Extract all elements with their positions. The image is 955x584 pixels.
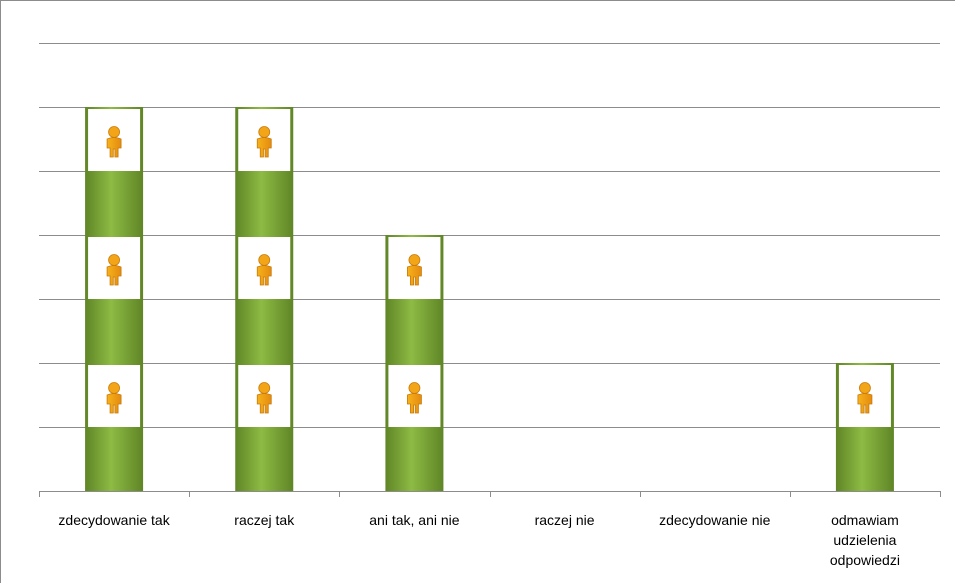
- x-tick-label: zdecydowanie tak: [58, 512, 170, 528]
- x-tick-label-line: udzielenia: [833, 532, 896, 548]
- person-body: [407, 393, 422, 414]
- person-icon: [388, 237, 441, 299]
- person-body: [407, 265, 422, 286]
- person-icon: [388, 365, 441, 427]
- x-tick-label: raczej nie: [535, 512, 595, 528]
- person-body: [106, 393, 122, 414]
- x-tick-label: raczej tak: [234, 512, 295, 528]
- person-body: [106, 137, 122, 158]
- person-head: [108, 382, 120, 394]
- x-tick-label-line: ani tak, ani nie: [369, 512, 459, 528]
- person-icon: [238, 237, 291, 299]
- person-icon: [88, 237, 141, 299]
- person-body: [256, 137, 272, 158]
- person-head: [108, 126, 120, 138]
- person-head: [408, 382, 421, 394]
- person-icon: [88, 365, 141, 427]
- x-tick-label: ani tak, ani nie: [369, 512, 459, 528]
- person-head: [859, 382, 871, 394]
- person-head: [258, 126, 271, 138]
- x-tick-label-line: odmawiam: [831, 512, 899, 528]
- x-tick-label: odmawiam udzielenia odpowiedzi: [830, 512, 900, 568]
- person-body: [256, 393, 272, 414]
- person-icon: [88, 109, 141, 171]
- x-tick-label-line: odpowiedzi: [830, 552, 900, 568]
- x-tick-label: zdecydowanie nie: [659, 512, 771, 528]
- person-head: [408, 254, 421, 266]
- x-tick-label-line: raczej tak: [234, 512, 295, 528]
- person-head: [108, 254, 120, 266]
- person-body: [256, 265, 272, 286]
- person-head: [258, 254, 271, 266]
- person-icon: [238, 365, 291, 427]
- x-tick-label-line: zdecydowanie tak: [58, 512, 170, 528]
- person-body: [857, 393, 873, 414]
- x-tick-label-line: raczej nie: [535, 512, 595, 528]
- person-body: [106, 265, 122, 286]
- person-icon: [838, 365, 891, 427]
- x-tick-label-line: zdecydowanie nie: [659, 512, 771, 528]
- person-head: [258, 382, 271, 394]
- person-icon: [238, 109, 291, 171]
